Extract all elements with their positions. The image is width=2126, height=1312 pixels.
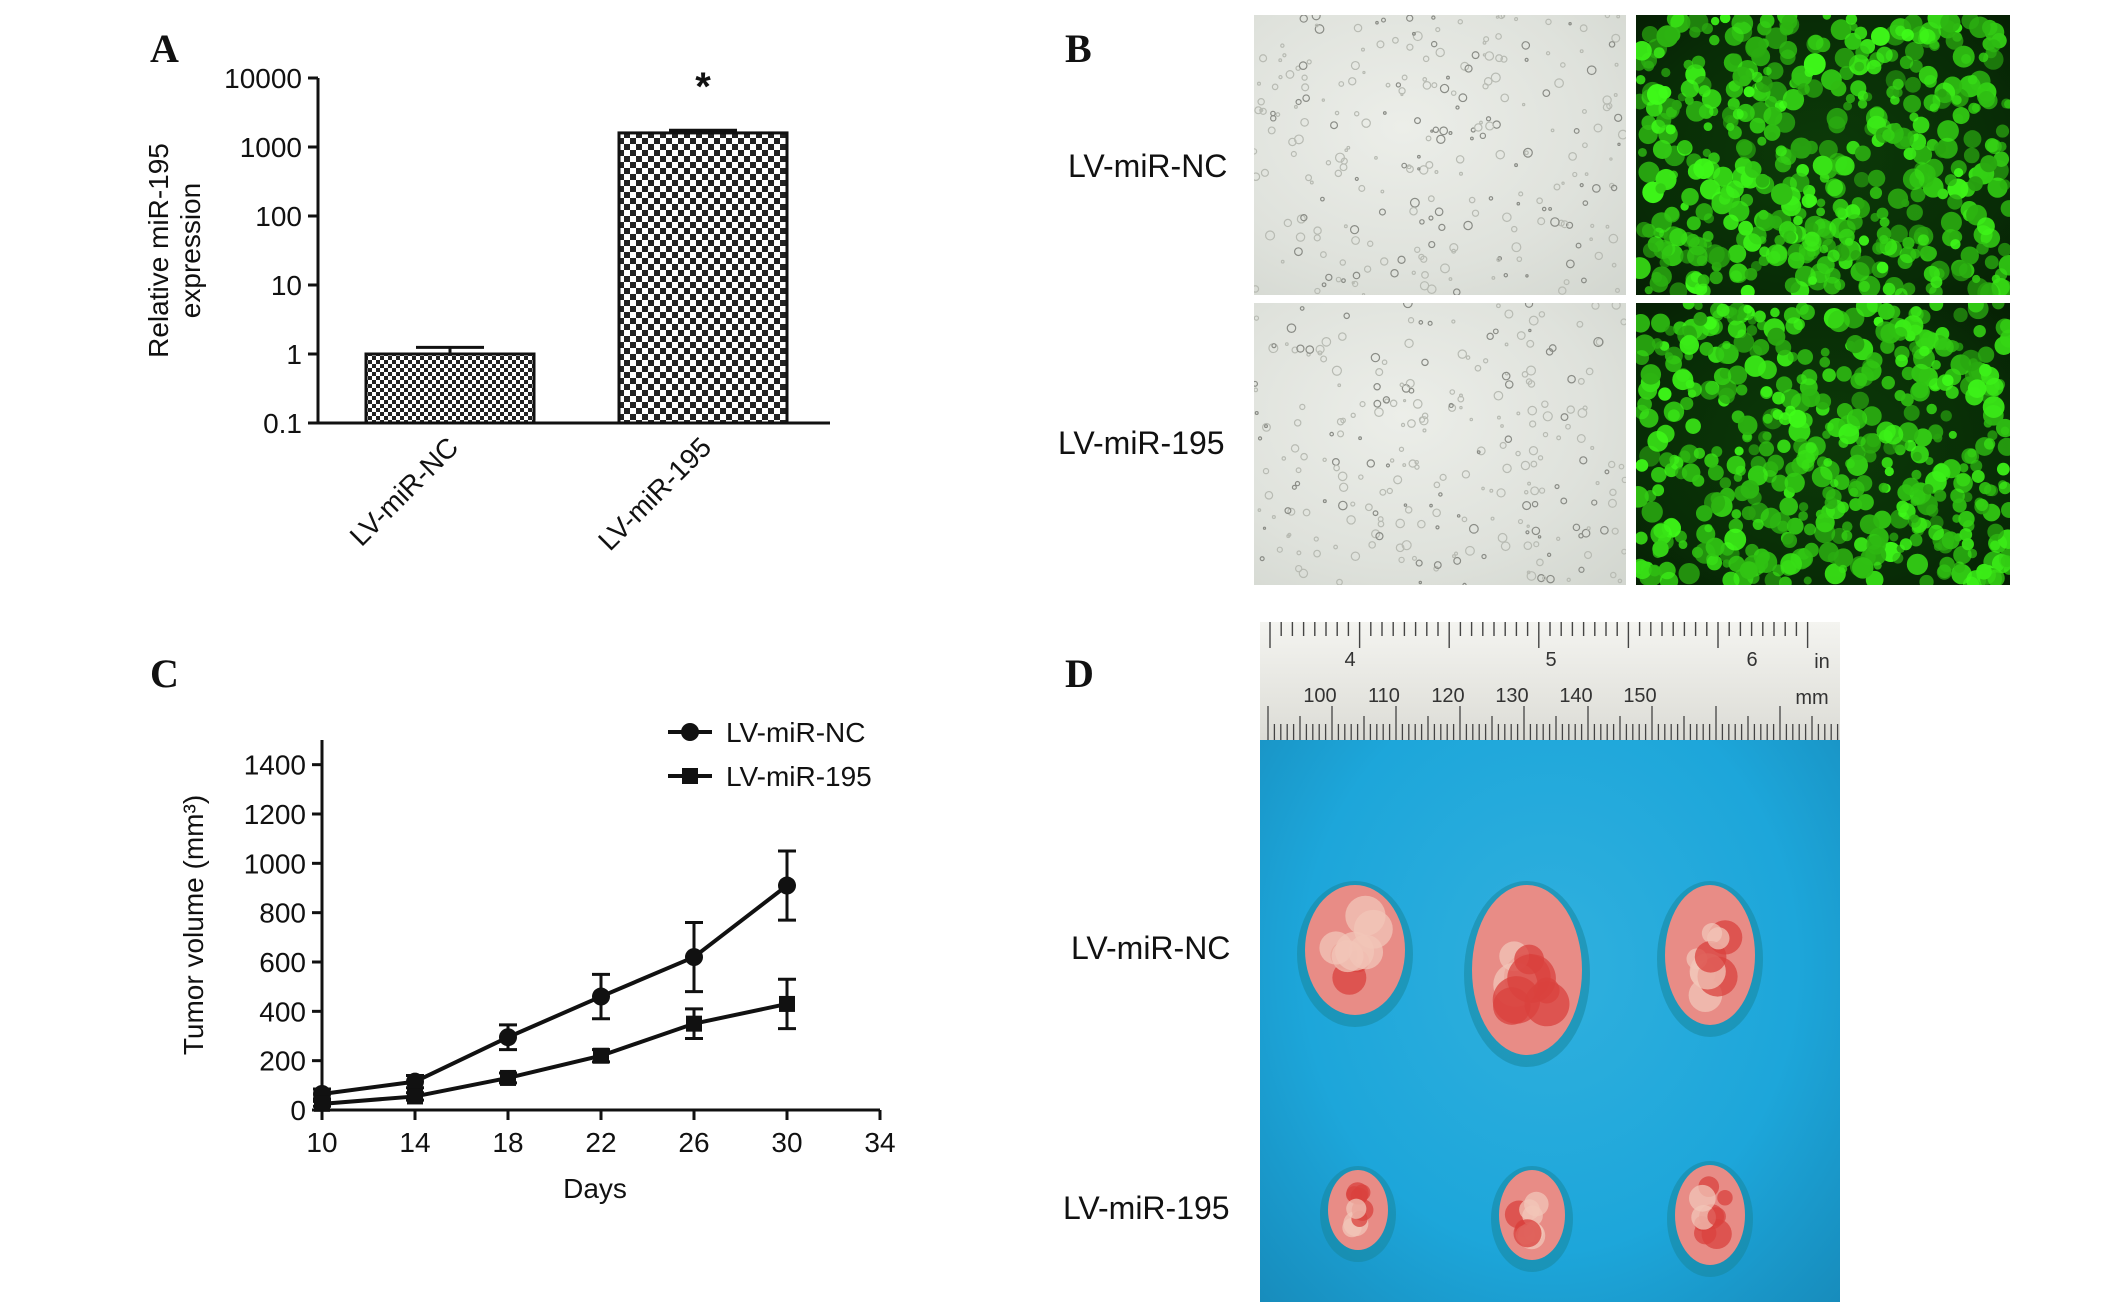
y-tick-label: 1200 [244, 799, 306, 830]
y-tick-label: 800 [259, 898, 306, 929]
x-tick-label: 10 [306, 1127, 337, 1158]
y-tick-label: 1400 [244, 750, 306, 781]
ruler-inch-label: 5 [1545, 649, 1556, 671]
chart-c-tumor-volume: 0 200 400 600 800 1000 1200 1400 10 14 18 22 26 30 34 D… [178, 717, 896, 1204]
y-tick-label: 1000 [240, 132, 302, 163]
data-point [500, 1069, 516, 1086]
data-point [779, 995, 795, 1012]
y-axis-label-line: Relative miR-195 [143, 143, 174, 358]
chart-a-expression: 0.1 1 10 100 1000 10000 Relative miR-195expres… [143, 63, 830, 556]
ruler-mm-label: 140 [1559, 685, 1592, 707]
tumor-tray-photo [1260, 740, 1840, 1302]
x-tick-label: 26 [678, 1127, 709, 1158]
fluorescence-image-195 [1636, 303, 2010, 585]
ruler-mm-label: 100 [1303, 685, 1336, 707]
y-tick-label: 600 [259, 947, 306, 978]
significance-asterisk: * [695, 65, 711, 109]
ruler-mm-label: 150 [1623, 685, 1656, 707]
data-point [685, 948, 703, 967]
y-tick-label: 100 [255, 201, 302, 232]
panel-label-c: C [150, 651, 179, 696]
x-tick-label: 34 [864, 1127, 895, 1158]
legend-label: LV-miR-195 [726, 761, 872, 792]
panel-b-row-label-195: LV-miR-195 [1058, 425, 1225, 461]
ruler-inch-label: 4 [1344, 649, 1355, 671]
panel-label-d: D [1065, 651, 1094, 696]
y-tick-label: 1 [286, 339, 302, 370]
x-tick-label: 22 [585, 1127, 616, 1158]
series-line-lv-mir-nc [321, 883, 789, 1096]
y-tick-label: 200 [259, 1046, 306, 1077]
y-tick-label: 10000 [224, 63, 302, 94]
x-tick-label: 14 [399, 1127, 430, 1158]
x-tick-label: 30 [771, 1127, 802, 1158]
y-tick-label: 1000 [244, 848, 306, 879]
x-tick-label: LV-miR-195 [592, 431, 717, 556]
panel-label-a: A [150, 26, 179, 71]
y-axis-label: Relative miR-195expression [143, 143, 206, 358]
panel-d-row-label-nc: LV-miR-NC [1071, 930, 1231, 966]
data-point [686, 1015, 702, 1032]
x-tick-label: LV-miR-NC [344, 431, 465, 552]
ruler-mm-label: 110 [1368, 685, 1400, 707]
data-point [592, 987, 610, 1006]
panel-b-row-label-nc: LV-miR-NC [1068, 148, 1228, 184]
data-point [499, 1028, 517, 1047]
y-tick-label: 400 [259, 996, 306, 1027]
y-axis-label-line: expression [175, 183, 206, 318]
data-point [778, 876, 796, 895]
y-tick-label: 10 [271, 270, 302, 301]
legend-marker [682, 768, 698, 784]
fluorescence-image-nc [1636, 15, 2010, 295]
ruler-mm-label: 120 [1431, 685, 1464, 707]
data-point [593, 1047, 609, 1064]
y-tick-label: 0 [290, 1095, 306, 1126]
data-point [406, 1072, 424, 1091]
x-tick-label: 18 [492, 1127, 523, 1158]
y-axis-label: Tumor volume (mm³) [178, 795, 209, 1055]
y-tick-label: 0.1 [263, 408, 302, 439]
ruler-mm-unit: mm [1795, 687, 1828, 709]
x-axis-label: Days [563, 1173, 627, 1204]
panel-label-b: B [1065, 26, 1092, 71]
ruler-inch-label: 6 [1746, 649, 1757, 671]
bar-lv-mir-195 [617, 131, 789, 425]
brightfield-image-195 [1254, 303, 1626, 585]
ruler: in mm 4 5 6 100 110 120 130 140 150 [1260, 622, 1845, 740]
data-point [407, 1088, 423, 1105]
bar-lv-mir-nc [364, 352, 536, 425]
brightfield-image-nc [1254, 15, 1626, 295]
legend-marker [681, 723, 699, 741]
ruler-mm-label: 130 [1495, 685, 1528, 707]
legend-label: LV-miR-NC [726, 717, 865, 748]
series-line-lv-mir-195 [321, 1001, 788, 1106]
ruler-inch-unit: in [1814, 651, 1830, 673]
panel-d-row-label-195: LV-miR-195 [1063, 1190, 1230, 1226]
data-point [314, 1095, 330, 1112]
